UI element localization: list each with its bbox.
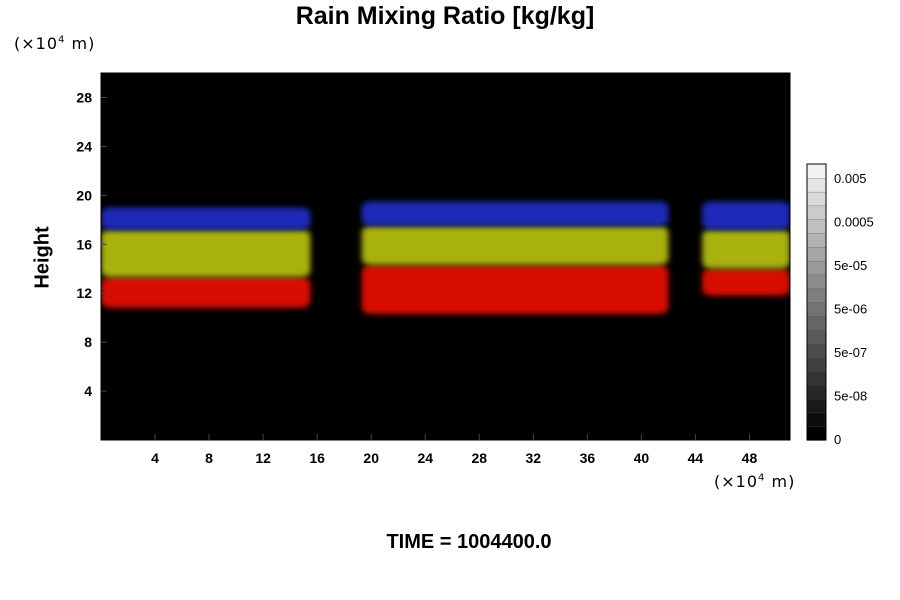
colorbar-segment bbox=[806, 246, 827, 262]
y-unit-suffix: m) bbox=[65, 34, 96, 53]
x-tick-label: 36 bbox=[580, 450, 596, 466]
colorbar-segment bbox=[806, 329, 827, 345]
y-tick-label: 8 bbox=[84, 334, 92, 350]
colorbar-segment bbox=[806, 163, 827, 179]
x-tick-label: 44 bbox=[688, 450, 704, 466]
y-unit-prefix: (×10 bbox=[14, 34, 59, 53]
x-tick-label: 28 bbox=[471, 450, 487, 466]
colorbar-label: 0 bbox=[834, 432, 841, 447]
colorbar-label: 5e-06 bbox=[834, 302, 867, 317]
cloud-band-yellow-1 bbox=[101, 229, 311, 278]
colorbar-segment bbox=[806, 274, 827, 289]
colorbar-segment bbox=[806, 315, 827, 331]
y-tick-label: 20 bbox=[76, 187, 92, 203]
cloud-band-red-0 bbox=[101, 277, 311, 308]
colorbar-segment bbox=[806, 301, 827, 317]
y-tick-label: 12 bbox=[76, 285, 92, 301]
x-tick-label: 32 bbox=[526, 450, 542, 466]
x-axis-unit: (×104 m) bbox=[714, 472, 795, 491]
colorbar-segment bbox=[806, 177, 827, 193]
chart-title: Rain Mixing Ratio [kg/kg] bbox=[295, 2, 595, 30]
colorbar-frame bbox=[806, 163, 827, 441]
colorbar-segment bbox=[806, 205, 827, 220]
x-tick-label: 40 bbox=[634, 450, 650, 466]
colorbar-segment bbox=[806, 343, 827, 358]
cloud-band-yellow-7 bbox=[702, 229, 790, 269]
y-tick-label: 4 bbox=[84, 383, 92, 399]
colorbar-label: 0.005 bbox=[834, 171, 867, 186]
y-tick-label: 28 bbox=[76, 89, 92, 105]
data-layer bbox=[101, 201, 790, 314]
colorbar-label: 5e-08 bbox=[834, 389, 867, 404]
x-unit-suffix: m) bbox=[765, 472, 796, 491]
cloud-band-yellow-4 bbox=[361, 225, 669, 266]
x-tick-label: 24 bbox=[417, 450, 433, 466]
x-tick-label: 8 bbox=[205, 450, 213, 466]
plot-frame bbox=[100, 72, 791, 441]
cloud-band-red-3 bbox=[361, 265, 669, 314]
y-unit-exponent: 4 bbox=[58, 34, 66, 46]
colorbar-segment bbox=[806, 191, 827, 207]
colorbar: 0 5e-08 5e-07 5e-06 5e-05 0.0005 0.005 bbox=[806, 163, 874, 447]
colorbar-segment bbox=[806, 288, 827, 303]
colorbar-segment bbox=[806, 384, 827, 400]
colorbar-segment bbox=[806, 357, 827, 372]
x-tick-label: 16 bbox=[309, 450, 325, 466]
colorbar-segment bbox=[806, 219, 827, 234]
colorbar-segment bbox=[806, 398, 827, 414]
x-unit-exponent: 4 bbox=[758, 472, 766, 484]
x-tick-label: 12 bbox=[255, 450, 271, 466]
colorbar-segment bbox=[806, 232, 827, 248]
colorbar-segment bbox=[806, 412, 827, 427]
cloud-band-red-6 bbox=[702, 268, 790, 296]
y-axis-unit: (×104 m) bbox=[14, 34, 95, 53]
x-unit-prefix: (×10 bbox=[714, 472, 759, 491]
x-tick-label: 48 bbox=[742, 450, 758, 466]
cloud-band-blue-2 bbox=[101, 207, 311, 230]
cloud-band-blue-5 bbox=[361, 201, 669, 226]
x-tick-label: 20 bbox=[363, 450, 379, 466]
cloud-band-blue-8 bbox=[702, 201, 790, 230]
colorbar-segment bbox=[806, 426, 827, 441]
colorbar-label: 0.0005 bbox=[834, 215, 874, 230]
colorbar-label: 5e-05 bbox=[834, 258, 867, 273]
y-tick-label: 24 bbox=[76, 138, 92, 154]
y-tick-label: 16 bbox=[76, 236, 92, 252]
colorbar-label: 5e-07 bbox=[834, 345, 867, 360]
colorbar-segment bbox=[806, 260, 827, 276]
x-tick-label: 4 bbox=[151, 450, 159, 466]
time-label: TIME = 1004400.0 bbox=[386, 531, 552, 553]
colorbar-segment bbox=[806, 370, 827, 386]
